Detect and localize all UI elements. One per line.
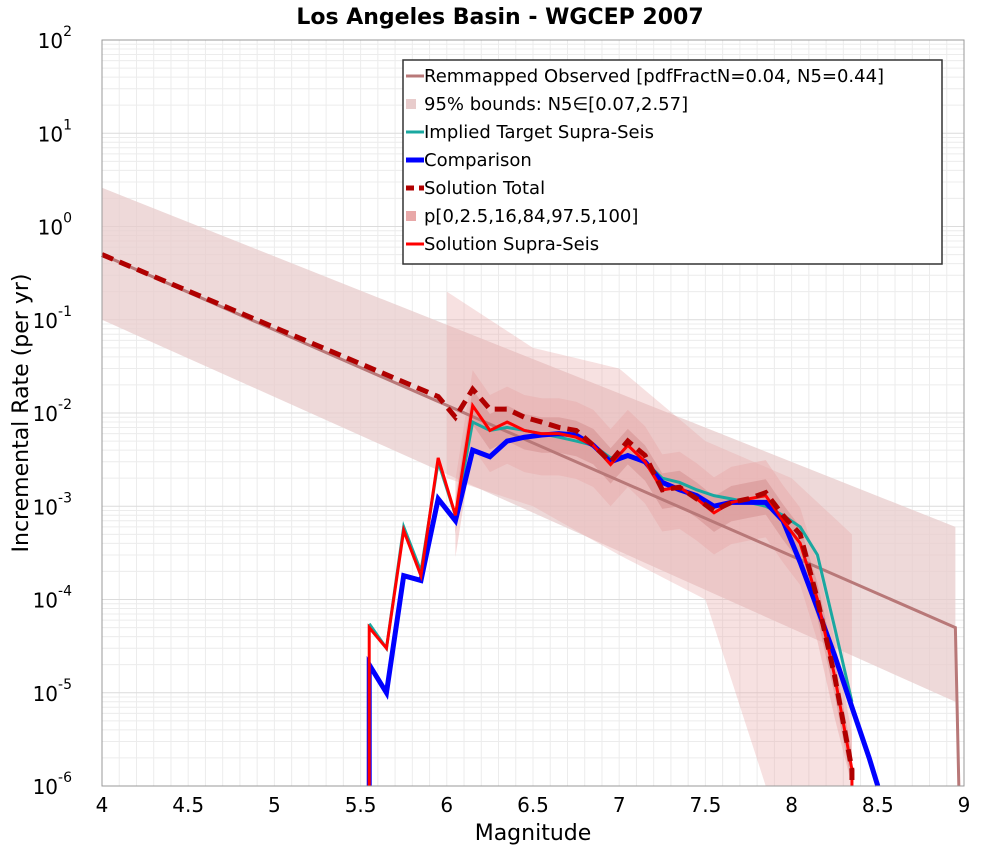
series-line-comparison bbox=[366, 431, 881, 787]
legend-swatch bbox=[406, 99, 416, 109]
y-axis-label: Incremental Rate (per yr) bbox=[9, 274, 34, 553]
percentile-band-inner bbox=[455, 389, 852, 786]
y-tick-labels: 10-6 10-5 10-4 10-3 10-2 10-1 100 101 102 bbox=[33, 24, 73, 799]
x-axis-label: Magnitude bbox=[475, 821, 592, 846]
x-tick-label: 6 bbox=[440, 793, 453, 817]
y-tick-label: 10-1 bbox=[33, 304, 72, 333]
x-tick-label: 5 bbox=[268, 793, 281, 817]
percentile-band-outer bbox=[446, 291, 852, 786]
y-tick-label: 102 bbox=[38, 24, 72, 53]
x-tick-label: 6.5 bbox=[517, 793, 549, 817]
legend-box bbox=[402, 59, 943, 265]
legend-entry: 95% bounds: N5∈[0.07,2.57] bbox=[424, 94, 688, 115]
y-tick-label: 10-6 bbox=[33, 770, 73, 799]
legend-swatch bbox=[406, 211, 416, 221]
percentile-band-middle bbox=[455, 370, 852, 786]
chart-title: Los Angeles Basin - WGCEP 2007 bbox=[296, 5, 703, 30]
x-tick-label: 7.5 bbox=[689, 793, 721, 817]
series-line-solution-supra-seis bbox=[367, 401, 854, 786]
legend-entry: p[0,2.5,16,84,97.5,100] bbox=[424, 206, 638, 227]
x-tick-labels: 4 4.5 5 5.5 6 6.5 7 7.5 8 8.5 9 bbox=[96, 793, 971, 817]
legend: Remmapped Observed [pdfFractN=0.04, N5=0… bbox=[402, 59, 943, 265]
y-tick-label: 10-5 bbox=[33, 677, 72, 706]
series-line-solution-total bbox=[101, 252, 855, 786]
bands bbox=[102, 187, 956, 786]
x-tick-label: 4 bbox=[96, 793, 109, 817]
legend-entry: Implied Target Supra-Seis bbox=[424, 122, 654, 143]
legend-entry: Comparison bbox=[424, 150, 532, 171]
observed-95-bounds-band bbox=[102, 187, 956, 702]
x-tick-label: 9 bbox=[958, 793, 971, 817]
x-tick-label: 8.5 bbox=[862, 793, 894, 817]
x-tick-label: 8 bbox=[785, 793, 798, 817]
y-tick-label: 100 bbox=[38, 211, 72, 240]
x-tick-label: 7 bbox=[613, 793, 626, 817]
legend-entry: Remmapped Observed [pdfFractN=0.04, N5=0… bbox=[424, 66, 884, 87]
y-tick-label: 10-2 bbox=[33, 397, 72, 426]
y-tick-label: 10-4 bbox=[33, 584, 73, 613]
legend-entry: Solution Supra-Seis bbox=[424, 234, 599, 255]
legend-entry: Solution Total bbox=[424, 178, 545, 199]
y-tick-label: 10-3 bbox=[33, 490, 72, 519]
series-line-remapped-observed bbox=[101, 253, 961, 787]
x-tick-label: 4.5 bbox=[172, 793, 204, 817]
series-lines bbox=[101, 252, 961, 787]
plot-frame bbox=[101, 39, 965, 787]
x-tick-label: 5.5 bbox=[345, 793, 377, 817]
y-tick-label: 101 bbox=[38, 117, 72, 146]
